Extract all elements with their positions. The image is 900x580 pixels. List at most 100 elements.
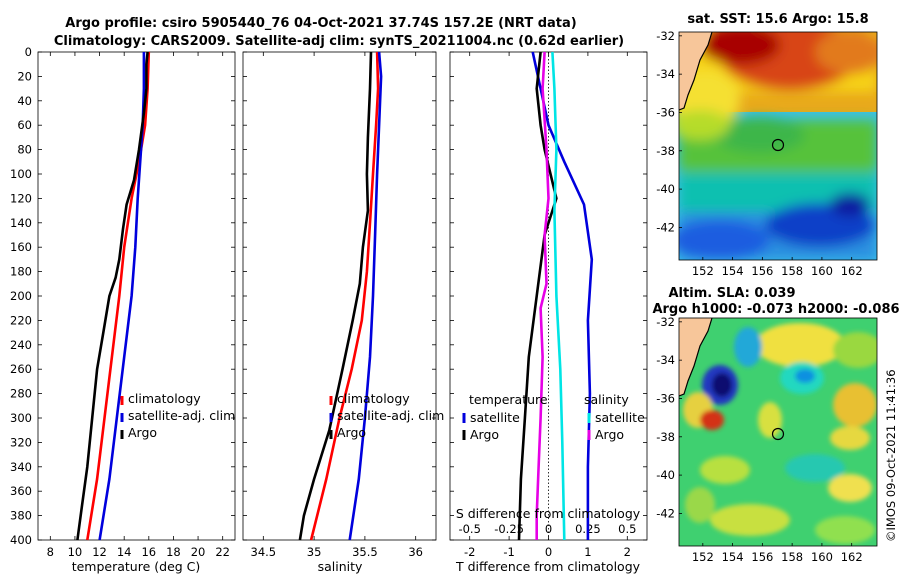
map-y-tick-label: -34 [656, 67, 675, 81]
difference-panel: -2 -1 0 1 2-0.5 -0.25 0 0.25 0.5temperaturesatel… [449, 51, 648, 559]
x-tick-label: 2 [624, 545, 631, 559]
map-y-tick-label: -32 [656, 29, 675, 43]
series-climatology [309, 51, 380, 541]
legend-title-salinity: salinity [584, 392, 629, 407]
x-tick-label: 0 [545, 545, 552, 559]
y-tick-label: 180 [10, 265, 32, 279]
temperature-panel: 8 10 12 14 16 18 20 220204060801001201401601802… [10, 45, 236, 559]
y-tick-label: 100 [10, 167, 32, 181]
map-y-tick-label: -32 [656, 315, 675, 329]
title-line-2: Climatology: CARS2009. Satellite-adj cli… [54, 34, 624, 49]
map-y-tick-label: -36 [656, 105, 675, 119]
y-tick-label: 260 [10, 362, 32, 376]
map-y-tick-label: -38 [656, 144, 675, 158]
x-tick-label: 35.5 [352, 545, 378, 559]
series-climatology [86, 51, 151, 541]
series-argo [76, 51, 149, 541]
plot-frame [37, 51, 236, 541]
legend-label: satellite-adj. clim [337, 408, 444, 423]
sst-map-axes: 152 154 156 158 160 162 -32 -34 -36 -38 -40 -42 [656, 29, 862, 278]
legend-label: satellite [595, 410, 645, 425]
map-y-tick-label: -38 [656, 430, 675, 444]
y-tick-label: 400 [10, 533, 32, 547]
series-s-argo [535, 51, 550, 540]
y-tick-label: 280 [10, 387, 32, 401]
x-tick-label: -1 [503, 545, 514, 559]
t-difference-axis-label: T difference from climatology [455, 559, 641, 574]
x-tick-label: 10 [68, 545, 83, 559]
y-tick-label: 340 [10, 460, 32, 474]
y-tick-label: 320 [10, 435, 32, 449]
map-y-tick-label: -36 [656, 391, 675, 405]
y-tick-label: 80 [17, 143, 32, 157]
x-tick-label: 22 [215, 545, 230, 559]
x-tick-label: -2 [464, 545, 475, 559]
salinity-axis-label: salinity [318, 559, 363, 574]
map-x-tick-label: 160 [811, 264, 833, 278]
map-y-tick-label: -34 [656, 353, 675, 367]
imos-credit: ©IMOS 09-Oct-2021 11:41:36 [884, 369, 898, 542]
sst-map [679, 32, 877, 260]
s-diff-tick-label: -0.25 [494, 522, 524, 536]
y-tick-label: 60 [17, 118, 32, 132]
s-diff-tick-label: 0.5 [618, 522, 636, 536]
legend-label: satellite [470, 410, 520, 425]
map-x-tick-label: 154 [722, 264, 744, 278]
map-x-tick-label: 162 [841, 264, 863, 278]
x-tick-label: 14 [117, 545, 132, 559]
y-tick-label: 40 [17, 94, 32, 108]
sla-map-title-2: Argo h1000: -0.073 h2000: -0.086 [652, 302, 899, 317]
x-tick-label: 20 [191, 545, 206, 559]
title-line-1: Argo profile: csiro 5905440_76 04-Oct-20… [65, 16, 576, 31]
legend-label: climatology [337, 391, 410, 406]
s-diff-tick-label: -0.5 [458, 522, 480, 536]
y-tick-label: 120 [10, 191, 32, 205]
legend-label: Argo [337, 425, 366, 440]
series-satellite-adj-clim [348, 51, 383, 541]
temperature-axis-label: temperature (deg C) [72, 559, 201, 574]
x-tick-label: 1 [584, 545, 591, 559]
legend-label: Argo [470, 427, 499, 442]
x-tick-label: 36 [408, 545, 423, 559]
y-tick-label: 300 [10, 411, 32, 425]
map-x-tick-label: 158 [781, 264, 803, 278]
x-tick-label: 35 [307, 545, 322, 559]
y-tick-label: 20 [17, 69, 32, 83]
map-x-tick-label: 156 [751, 550, 773, 564]
series-argo [298, 51, 373, 541]
map-x-tick-label: 152 [692, 264, 714, 278]
map-y-tick-label: -40 [656, 468, 675, 482]
salinity-panel: 34.5 35 35.5 36 climatology satellite-adj. cl… [242, 51, 444, 559]
series-s-satellite [551, 51, 566, 541]
legend-label: climatology [128, 391, 201, 406]
y-tick-label: 240 [10, 338, 32, 352]
sla-argo-marker [771, 427, 785, 441]
sla-map-axes: 152 154 156 158 160 162 -32 -34 -36 -38 -40 -42 [656, 315, 862, 564]
legend-title-temperature: temperature [469, 392, 548, 407]
s-diff-tick-label: 0 [545, 522, 552, 536]
map-y-tick-label: -42 [656, 220, 675, 234]
x-tick-label: 18 [166, 545, 181, 559]
x-tick-label: 16 [141, 545, 156, 559]
sla-map [679, 318, 877, 546]
legend-label: Argo [595, 427, 624, 442]
y-tick-label: 200 [10, 289, 32, 303]
sst-map-title: sat. SST: 15.6 Argo: 15.8 [687, 12, 868, 27]
map-y-tick-label: -42 [656, 506, 675, 520]
map-x-tick-label: 154 [722, 550, 744, 564]
x-tick-label: 34.5 [251, 545, 277, 559]
map-x-tick-label: 152 [692, 550, 714, 564]
sla-map-title-1: Altim. SLA: 0.039 [669, 286, 796, 301]
map-x-tick-label: 162 [841, 550, 863, 564]
y-tick-label: 380 [10, 509, 32, 523]
x-tick-label: 12 [92, 545, 107, 559]
map-y-tick-label: -40 [656, 182, 675, 196]
map-x-tick-label: 160 [811, 550, 833, 564]
y-tick-label: 140 [10, 216, 32, 230]
s-difference-axis-label: S difference from climatology [456, 506, 641, 521]
legend-label: satellite-adj. clim [128, 408, 235, 423]
map-x-tick-label: 158 [781, 550, 803, 564]
x-tick-label: 8 [47, 545, 54, 559]
sst-argo-marker [771, 138, 785, 152]
